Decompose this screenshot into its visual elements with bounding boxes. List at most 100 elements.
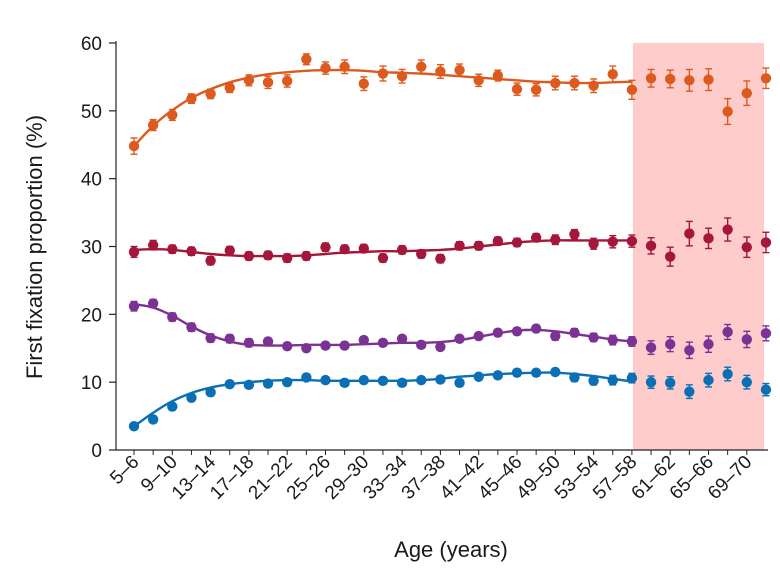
- purple-data-point: [760, 325, 772, 342]
- purple-data-point: [741, 330, 752, 349]
- blue-marker: [339, 377, 350, 389]
- purple-data-point: [224, 333, 235, 344]
- blue-marker: [473, 371, 484, 382]
- orange-marker: [320, 62, 331, 74]
- orange-marker: [569, 77, 580, 89]
- blue-marker: [358, 374, 369, 386]
- orange-data-point: [741, 80, 752, 107]
- blue-marker: [416, 374, 427, 386]
- blue-marker: [511, 367, 523, 378]
- blue-marker: [243, 379, 255, 391]
- blue-marker: [128, 421, 140, 432]
- crimson-data-point: [224, 245, 235, 256]
- crimson-marker: [358, 243, 369, 254]
- crimson-marker: [205, 255, 216, 266]
- crimson-marker: [282, 252, 293, 264]
- blue-data-point: [760, 382, 772, 397]
- blue-marker: [147, 414, 159, 425]
- crimson-marker: [550, 234, 561, 245]
- blue-data-point: [511, 367, 523, 378]
- orange-data-point: [396, 68, 408, 84]
- crimson-marker: [473, 240, 484, 252]
- purple-data-point: [167, 311, 178, 323]
- blue-marker: [492, 370, 504, 381]
- y-tick-labels: 0 10 20 30 40 50 60: [81, 34, 102, 462]
- crimson-marker: [243, 250, 255, 262]
- blue-data-point: [588, 375, 599, 387]
- purple-data-point: [454, 333, 465, 344]
- x-tick-label: 69–70: [704, 452, 756, 504]
- orange-data-point: [339, 59, 350, 75]
- orange-data-point: [569, 75, 580, 91]
- crimson-data-point: [243, 250, 255, 262]
- purple-data-point: [205, 332, 216, 344]
- crimson-marker: [492, 235, 504, 247]
- orange-marker: [128, 140, 140, 152]
- crimson-marker: [760, 237, 772, 248]
- purple-marker: [377, 337, 389, 349]
- purple-data-point: [665, 336, 676, 353]
- orange-marker: [416, 61, 427, 72]
- crimson-marker: [377, 252, 389, 264]
- blue-marker: [741, 376, 752, 388]
- purple-marker: [416, 339, 427, 351]
- orange-data-point: [645, 68, 657, 88]
- blue-marker: [722, 368, 733, 380]
- orange-data-point: [530, 82, 542, 97]
- crimson-data-point: [339, 244, 350, 255]
- orange-marker: [530, 84, 542, 96]
- purple-data-point: [550, 330, 561, 342]
- purple-marker: [282, 341, 293, 352]
- orange-marker: [722, 106, 733, 117]
- blue-data-point: [358, 374, 369, 386]
- crimson-marker: [511, 237, 523, 248]
- orange-data-point: [550, 75, 561, 91]
- crimson-data-point: [454, 240, 465, 252]
- crimson-data-point: [167, 244, 178, 255]
- purple-data-point: [435, 341, 446, 353]
- crimson-marker: [167, 244, 178, 255]
- blue-marker: [320, 374, 331, 386]
- blue-marker: [626, 372, 638, 384]
- blue-data-point: [377, 375, 389, 387]
- orange-data-point: [703, 68, 714, 92]
- blue-data-point: [147, 414, 159, 425]
- crimson-data-point: [473, 240, 484, 252]
- y-tick-label: 50: [81, 102, 102, 123]
- orange-marker: [339, 61, 350, 72]
- crimson-fit-line: [133, 239, 632, 258]
- blue-marker: [377, 375, 389, 387]
- crimson-marker: [128, 246, 140, 258]
- purple-marker: [167, 311, 178, 323]
- purple-data-point: [607, 334, 618, 346]
- orange-data-point: [588, 78, 599, 94]
- orange-data-point: [243, 74, 255, 87]
- orange-marker: [301, 54, 312, 65]
- orange-marker: [760, 73, 772, 84]
- crimson-marker: [262, 250, 274, 261]
- orange-data-point: [416, 59, 427, 75]
- purple-marker: [224, 333, 235, 344]
- purple-marker: [626, 336, 638, 347]
- orange-data-point: [722, 97, 733, 126]
- crimson-data-point: [722, 217, 733, 242]
- crimson-data-point: [492, 235, 504, 247]
- orange-marker: [703, 74, 714, 85]
- blue-marker: [396, 377, 408, 389]
- blue-data-point: [530, 367, 542, 378]
- purple-data-point: [492, 327, 504, 338]
- purple-data-point: [645, 340, 657, 356]
- crimson-marker: [530, 232, 542, 243]
- blue-data-point: [282, 376, 293, 388]
- blue-data-point: [320, 374, 331, 386]
- crimson-data-point: [760, 231, 772, 254]
- crimson-data-point: [262, 250, 274, 261]
- purple-data-point: [358, 334, 369, 346]
- blue-data-point: [684, 384, 695, 400]
- orange-marker: [377, 68, 389, 79]
- crimson-data-point: [511, 237, 523, 248]
- crimson-data-point: [626, 234, 638, 248]
- purple-marker: [147, 298, 159, 309]
- blue-data-point: [607, 374, 618, 386]
